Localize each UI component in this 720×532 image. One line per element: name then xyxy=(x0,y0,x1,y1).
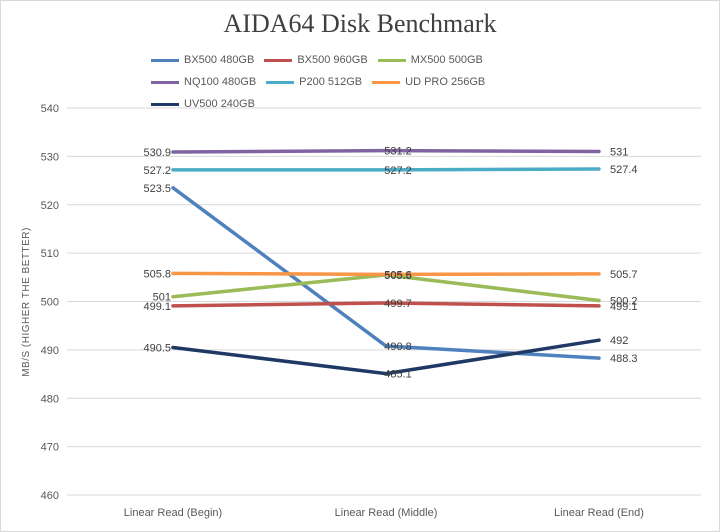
data-label: 523.5 xyxy=(143,183,171,195)
legend-item: UD PRO 256GB xyxy=(372,75,485,89)
y-tick-label: 530 xyxy=(41,151,59,163)
y-tick-label: 460 xyxy=(41,490,59,502)
y-tick-label: 470 xyxy=(41,442,59,454)
legend-label: BX500 480GB xyxy=(184,54,255,66)
data-label: 490.5 xyxy=(143,342,171,354)
y-tick-label: 540 xyxy=(41,103,59,115)
data-label: 527.2 xyxy=(384,165,412,177)
data-label: 501 xyxy=(153,292,171,304)
chart-title: AIDA64 Disk Benchmark xyxy=(223,9,497,38)
data-label: 531 xyxy=(610,147,628,159)
data-label: 485.1 xyxy=(384,369,412,381)
legend-swatch xyxy=(264,58,293,62)
series-line xyxy=(171,301,601,308)
data-label: 492 xyxy=(610,335,628,347)
legend-label: BX500 960GB xyxy=(297,54,368,66)
legend-swatch xyxy=(372,80,401,84)
data-label: 490.8 xyxy=(384,341,412,353)
y-tick-label: 510 xyxy=(41,248,59,260)
series-line xyxy=(171,167,601,172)
data-label: 488.3 xyxy=(610,353,638,365)
data-label: 505.5 xyxy=(384,270,412,282)
data-label: 500.2 xyxy=(610,296,638,308)
legend-label: P200 512GB xyxy=(299,76,363,88)
y-axis-title: MB/S (HIGHER THE BETTER) xyxy=(21,227,32,377)
series-line xyxy=(171,186,601,360)
data-label: 505.8 xyxy=(143,268,171,280)
legend-item: P200 512GB xyxy=(266,75,362,89)
x-tick-label: Linear Read (Begin) xyxy=(124,507,222,519)
y-tick-label: 480 xyxy=(41,393,59,405)
legend-item: UV500 240GB xyxy=(151,97,255,111)
legend-item: NQ100 480GB xyxy=(151,75,256,89)
legend-swatch xyxy=(377,58,406,62)
y-tick-label: 520 xyxy=(41,200,59,212)
y-tick-label: 490 xyxy=(41,345,59,357)
legend-swatch xyxy=(151,102,179,106)
legend-item: MX500 500GB xyxy=(377,53,483,67)
data-label: 505.7 xyxy=(610,269,638,281)
data-label: 505.6 xyxy=(384,269,412,281)
data-label: 499.7 xyxy=(384,298,412,310)
x-tick-label: Linear Read (End) xyxy=(554,507,644,519)
series-line xyxy=(171,271,601,277)
legend-label: NQ100 480GB xyxy=(184,76,257,88)
data-label: 527.2 xyxy=(143,165,171,177)
data-label: 531.2 xyxy=(384,146,412,158)
legend: BX500 480GB BX500 960GB MX500 500GB NQ100 4… xyxy=(151,53,591,111)
data-label: 530.9 xyxy=(143,147,171,159)
legend-label: MX500 500GB xyxy=(410,54,483,66)
data-label: 527.4 xyxy=(610,164,638,176)
legend-swatch xyxy=(151,80,179,84)
x-tick-label: Linear Read (Middle) xyxy=(335,507,438,519)
legend-swatch xyxy=(151,58,179,62)
series-line xyxy=(171,338,601,376)
data-label: 499.1 xyxy=(143,301,171,313)
y-tick-label: 500 xyxy=(41,297,59,309)
series-line xyxy=(171,148,601,154)
legend-label: UD PRO 256GB xyxy=(405,76,486,88)
legend-label: UV500 240GB xyxy=(184,98,255,110)
legend-item: BX500 480GB xyxy=(151,53,254,67)
legend-item: BX500 960GB xyxy=(264,53,368,67)
data-label: 499.1 xyxy=(610,301,638,313)
legend-swatch xyxy=(266,80,295,84)
